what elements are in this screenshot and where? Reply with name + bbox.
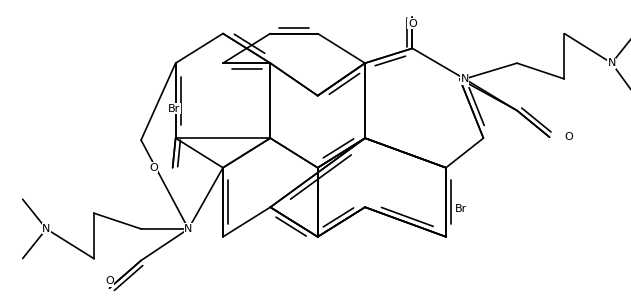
Text: O: O (105, 276, 114, 286)
Text: O: O (149, 163, 158, 173)
Text: N: N (608, 58, 616, 68)
Text: O: O (564, 132, 573, 142)
Text: N: N (461, 74, 469, 84)
Text: Br: Br (455, 204, 467, 214)
Text: N: N (42, 224, 50, 234)
Text: O: O (408, 19, 417, 29)
Text: Br: Br (168, 103, 180, 114)
Text: N: N (184, 224, 192, 234)
